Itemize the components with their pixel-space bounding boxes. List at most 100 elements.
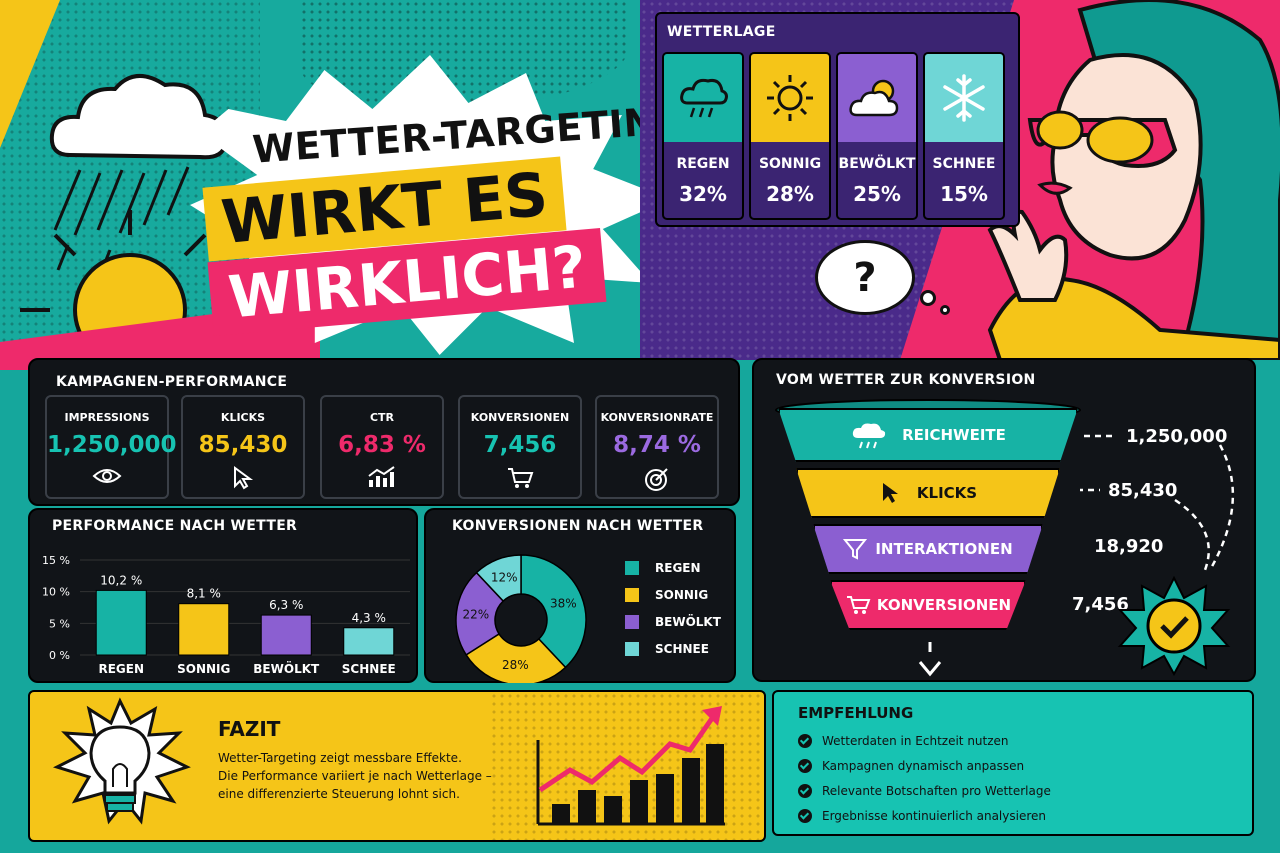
bar-value-label: 6,3 % bbox=[269, 598, 303, 612]
legend-label: REGEN bbox=[655, 561, 701, 575]
weather-card-top bbox=[664, 54, 742, 142]
weather-card-value: 28% bbox=[766, 182, 814, 206]
legend-swatch bbox=[625, 642, 639, 656]
recommend-panel: EMPFEHLUNG Wetterdaten in Echtzeit nutze… bbox=[772, 690, 1254, 836]
funnel-value: 7,456 bbox=[1072, 594, 1129, 615]
legend-item: REGEN bbox=[625, 561, 701, 575]
kpi-value: 7,456 bbox=[483, 432, 557, 458]
kpi-konversionen: KONVERSIONEN 7,456 bbox=[458, 395, 582, 499]
weather-card-bewoelkt: BEWÖLKT 25% bbox=[836, 52, 918, 220]
funnel-stage-konversionen: KONVERSIONEN bbox=[830, 580, 1026, 630]
donut-value-label: 12% bbox=[491, 571, 518, 585]
weather-card-label: BEWÖLKT bbox=[838, 156, 916, 172]
donut-value-label: 28% bbox=[502, 658, 529, 672]
legend-label: SCHNEE bbox=[655, 642, 709, 656]
weather-card-value: 15% bbox=[940, 182, 988, 206]
bar bbox=[95, 589, 147, 656]
legend-item: BEWÖLKT bbox=[625, 615, 721, 629]
donut-value-label: 22% bbox=[463, 607, 490, 621]
success-check-badge bbox=[1117, 576, 1231, 676]
funnel-value: 1,250,000 bbox=[1126, 426, 1228, 447]
kpi-konversionrate: KONVERSIONRATE 8,74 % bbox=[595, 395, 719, 499]
recommend-heading: EMPFEHLUNG bbox=[798, 704, 914, 722]
donut-chart-panel: KONVERSIONEN NACH WETTER 38% 28% 22% 12% bbox=[424, 508, 736, 683]
legend-item: SONNIG bbox=[625, 588, 708, 602]
recommend-item-text: Wetterdaten in Echtzeit nutzen bbox=[822, 734, 1009, 748]
kpi-label: KONVERSIONRATE bbox=[600, 411, 714, 424]
funnel-stage-label: KLICKS bbox=[916, 484, 978, 502]
legend-label: SONNIG bbox=[655, 588, 709, 602]
growth-chart-icon bbox=[536, 706, 725, 826]
weather-card-label: SCHNEE bbox=[932, 156, 996, 172]
lightbulb-icon bbox=[53, 697, 191, 825]
kpi-ctr: CTR 6,83 % bbox=[320, 395, 444, 499]
fazit-text: Wetter-Targeting zeigt messbare Effekte.… bbox=[218, 749, 492, 803]
funnel-stage-label: INTERAKTIONEN bbox=[875, 540, 1013, 558]
growth-chart-icon bbox=[368, 466, 395, 487]
x-tick-label: REGEN bbox=[98, 662, 144, 676]
donut-slice bbox=[520, 554, 587, 669]
bar-value-label: 4,3 % bbox=[352, 611, 386, 625]
kpi-impressions: IMPRESSIONS 1,250,000 bbox=[45, 395, 177, 499]
bar bbox=[343, 627, 395, 656]
kpi-label: CTR bbox=[369, 411, 395, 424]
bar bbox=[178, 603, 230, 656]
weather-panel: WETTERLAGE REGEN 32% SONNIG 28% BEWÖLKT … bbox=[655, 12, 1020, 227]
weather-heading: WETTERLAGE bbox=[667, 24, 776, 40]
legend-swatch bbox=[625, 615, 639, 629]
recommend-item-text: Ergebnisse kontinuierlich analysieren bbox=[822, 809, 1046, 823]
weather-card-value: 25% bbox=[853, 182, 901, 206]
kpi-value: 85,430 bbox=[198, 432, 288, 458]
check-icon bbox=[798, 784, 812, 798]
kpi-label: KLICKS bbox=[220, 411, 266, 424]
rain-cloud-icon bbox=[680, 78, 728, 118]
funnel-stage-label: REICHWEITE bbox=[902, 426, 1006, 444]
eye-icon bbox=[92, 469, 122, 483]
y-tick-label: 5 % bbox=[49, 617, 70, 630]
donut-chart: 38% 28% 22% 12% bbox=[455, 554, 587, 683]
cart-icon bbox=[508, 468, 534, 488]
fazit-line: eine differenzierte Steuerung lohnt sich… bbox=[218, 787, 460, 801]
bar-value-label: 10,2 % bbox=[100, 573, 142, 587]
recommend-item: Ergebnisse kontinuierlich analysieren bbox=[798, 809, 1051, 823]
weather-card-top bbox=[925, 54, 1003, 142]
bar bbox=[260, 614, 312, 656]
funnel-value: 85,430 bbox=[1108, 480, 1178, 501]
thought-bubble: ? bbox=[815, 240, 915, 315]
thought-dot bbox=[920, 290, 936, 306]
bar-value-label: 8,1 % bbox=[187, 587, 221, 601]
recommend-item-text: Relevante Botschaften pro Wetterlage bbox=[822, 784, 1051, 798]
legend-swatch bbox=[625, 561, 639, 575]
weather-card-top bbox=[838, 54, 916, 142]
target-icon bbox=[645, 468, 668, 491]
kpi-value: 1,250,000 bbox=[47, 432, 177, 458]
snowflake-icon bbox=[943, 74, 985, 122]
funnel-arrows bbox=[1080, 434, 1235, 571]
recommend-item-text: Kampagnen dynamisch anpassen bbox=[822, 759, 1025, 773]
y-tick-label: 10 % bbox=[42, 586, 70, 599]
recommend-item: Relevante Botschaften pro Wetterlage bbox=[798, 784, 1051, 798]
sun-icon bbox=[767, 75, 813, 121]
woman-illustration bbox=[987, 0, 1280, 360]
kpi-label: IMPRESSIONS bbox=[64, 411, 150, 424]
y-tick-label: 15 % bbox=[42, 554, 70, 567]
recommend-item: Wetterdaten in Echtzeit nutzen bbox=[798, 734, 1051, 748]
weather-card-regen: REGEN 32% bbox=[662, 52, 744, 220]
donut-value-label: 38% bbox=[550, 596, 577, 610]
weather-card-sonnig: SONNIG 28% bbox=[749, 52, 831, 220]
thought-dot bbox=[940, 305, 950, 315]
funnel-value: 18,920 bbox=[1094, 536, 1164, 557]
cursor-icon bbox=[882, 483, 898, 503]
weather-card-schnee: SCHNEE 15% bbox=[923, 52, 1005, 220]
funnel-stage-reichweite: REICHWEITE bbox=[778, 408, 1078, 462]
hero-background: WETTER-TARGETING: WIRKT ES WIRKLICH? bbox=[0, 0, 760, 370]
kpi-label: KONVERSIONEN bbox=[470, 411, 570, 424]
x-tick-label: SCHNEE bbox=[342, 662, 396, 676]
bar-chart-panel: PERFORMANCE NACH WETTER 0 % 5 % 10 % 15 % 10… bbox=[28, 508, 418, 683]
legend-item: SCHNEE bbox=[625, 642, 709, 656]
rain-cloud-icon bbox=[49, 74, 228, 276]
weather-card-value: 32% bbox=[679, 182, 727, 206]
recommend-item: Kampagnen dynamisch anpassen bbox=[798, 759, 1051, 773]
bar-chart-title: PERFORMANCE NACH WETTER bbox=[52, 518, 298, 534]
kpi-heading: KAMPAGNEN-PERFORMANCE bbox=[56, 374, 288, 390]
